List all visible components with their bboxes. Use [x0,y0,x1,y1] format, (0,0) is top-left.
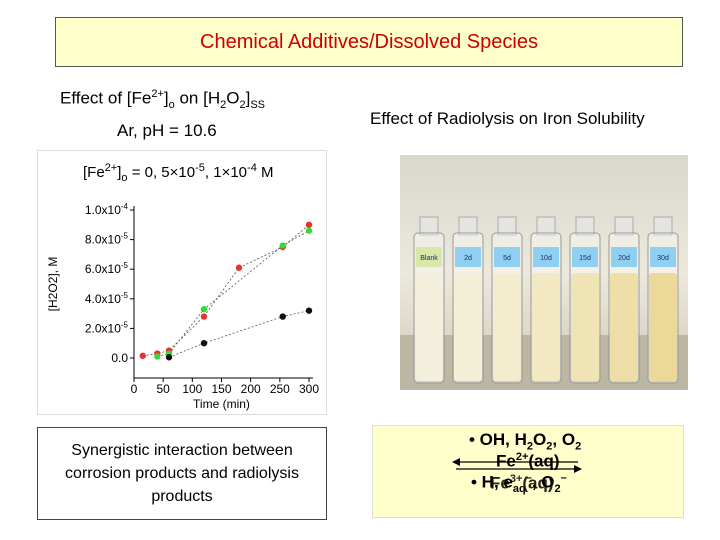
y-tick-label: 1.0x10-4 [85,202,129,217]
series-1-point [279,242,286,249]
vial-liquid [610,273,638,381]
x-tick-label: 0 [131,382,138,396]
x-tick-label: 300 [299,382,319,396]
y-tick-label: 8.0x10-5 [85,232,129,247]
vials-illustration: Blank 2d 5d 10d 15d 20d 30d [400,155,688,390]
vial-label-text: 10d [540,255,552,262]
series-1-point [200,305,208,313]
y-tick-label: 2.0x10-5 [85,320,129,335]
reaction-line3-overlap: Fe3+(aq) [490,473,554,493]
series-2-point [165,354,173,361]
x-tick-label: 50 [156,382,170,396]
vial-label-tag [533,247,559,267]
vial-label-tag [611,247,637,267]
vial-label-tag [494,247,520,267]
series-0-point [200,313,208,320]
vial-label-tag [455,247,481,267]
reaction-box: • OH, H2O2, O2 Fe2+(aq) • H, eaq–, O2– F… [372,425,684,518]
reaction-arrows [452,458,582,473]
slide-title: Chemical Additives/Dissolved Species [200,30,538,53]
y-tick-label: 4.0x10-5 [85,291,129,306]
left-subtitle-line2: Ar, pH = 10.6 [117,121,217,140]
reaction-line2: Fe2+(aq) [496,451,560,471]
vial-liquid [571,273,599,381]
vial-neck [536,216,556,236]
x-tick-label: 100 [182,382,202,396]
left-subtitle-line1: Effect of [Fe2+]o on [H2O2]SS [60,88,266,112]
vial-label-tag [650,247,676,267]
left-arrowhead [452,458,460,466]
vial-neck [575,216,595,236]
note-box: Synergistic interaction between corrosio… [37,427,327,520]
vial-liquid [415,273,443,381]
vials-photo: Blank 2d 5d 10d 15d 20d 30d [400,155,688,390]
x-axis-label: Time (min) [193,397,250,411]
note-text: Synergistic interaction between corrosio… [65,442,299,505]
y-tick-label: 6.0x10-5 [85,261,129,276]
vial-label-text: 5d [503,255,511,262]
x-tick-label: 150 [211,382,231,396]
vial-liquid [649,273,677,381]
vial-neck [419,216,439,236]
y-tick-label: 0.0 [111,351,128,365]
series-1-line [157,230,310,357]
x-tick-label: 200 [241,382,261,396]
chart-panel: [Fe2+]o = 0, 5×10-5, 1×10-4 M 0.0 2.0x10-… [37,150,327,415]
series-1-point [305,227,313,234]
vial-label-text: Blank [420,255,438,262]
series-2-line [168,310,310,358]
vial-label-text: 2d [464,255,472,262]
reaction-line1: • OH, H2O2, O2 [469,430,582,453]
x-tick-label: 250 [270,382,290,396]
series-0-point [305,221,313,228]
chart-legend-text: [Fe2+]o = 0, 5×10-5, 1×10-4 M [83,162,274,184]
vial-label-text: 30d [657,255,669,262]
slide-title-box: Chemical Additives/Dissolved Species [55,17,683,67]
series-2-point [305,307,313,314]
series-2-point [200,340,208,347]
vial-label-text: 15d [579,255,591,262]
series-2-point [279,313,286,320]
vial-neck [653,216,673,236]
vial-liquid [493,273,521,381]
series-1-point [154,353,161,360]
vial-neck [458,216,478,236]
vial-neck [497,216,517,236]
y-axis-label: [H2O2], M [46,257,60,312]
vial-liquid [454,273,482,381]
right-title: Effect of Radiolysis on Iron Solubility [370,109,645,128]
vial-label-tag [416,247,442,267]
right-arrowhead [574,465,582,473]
reaction-line3: • H, eaq–, O2– [471,472,567,496]
series-0-point [235,264,243,271]
series-0-point [139,352,146,359]
vial-liquid [532,273,560,381]
vial-neck [614,216,634,236]
h2o2-chart: 0.0 2.0x10-5 4.0x10-5 6.0x10-5 8.0x10-5 1.0x1… [46,202,319,411]
vial-label-text: 20d [618,255,630,262]
vial-label-tag [572,247,598,267]
